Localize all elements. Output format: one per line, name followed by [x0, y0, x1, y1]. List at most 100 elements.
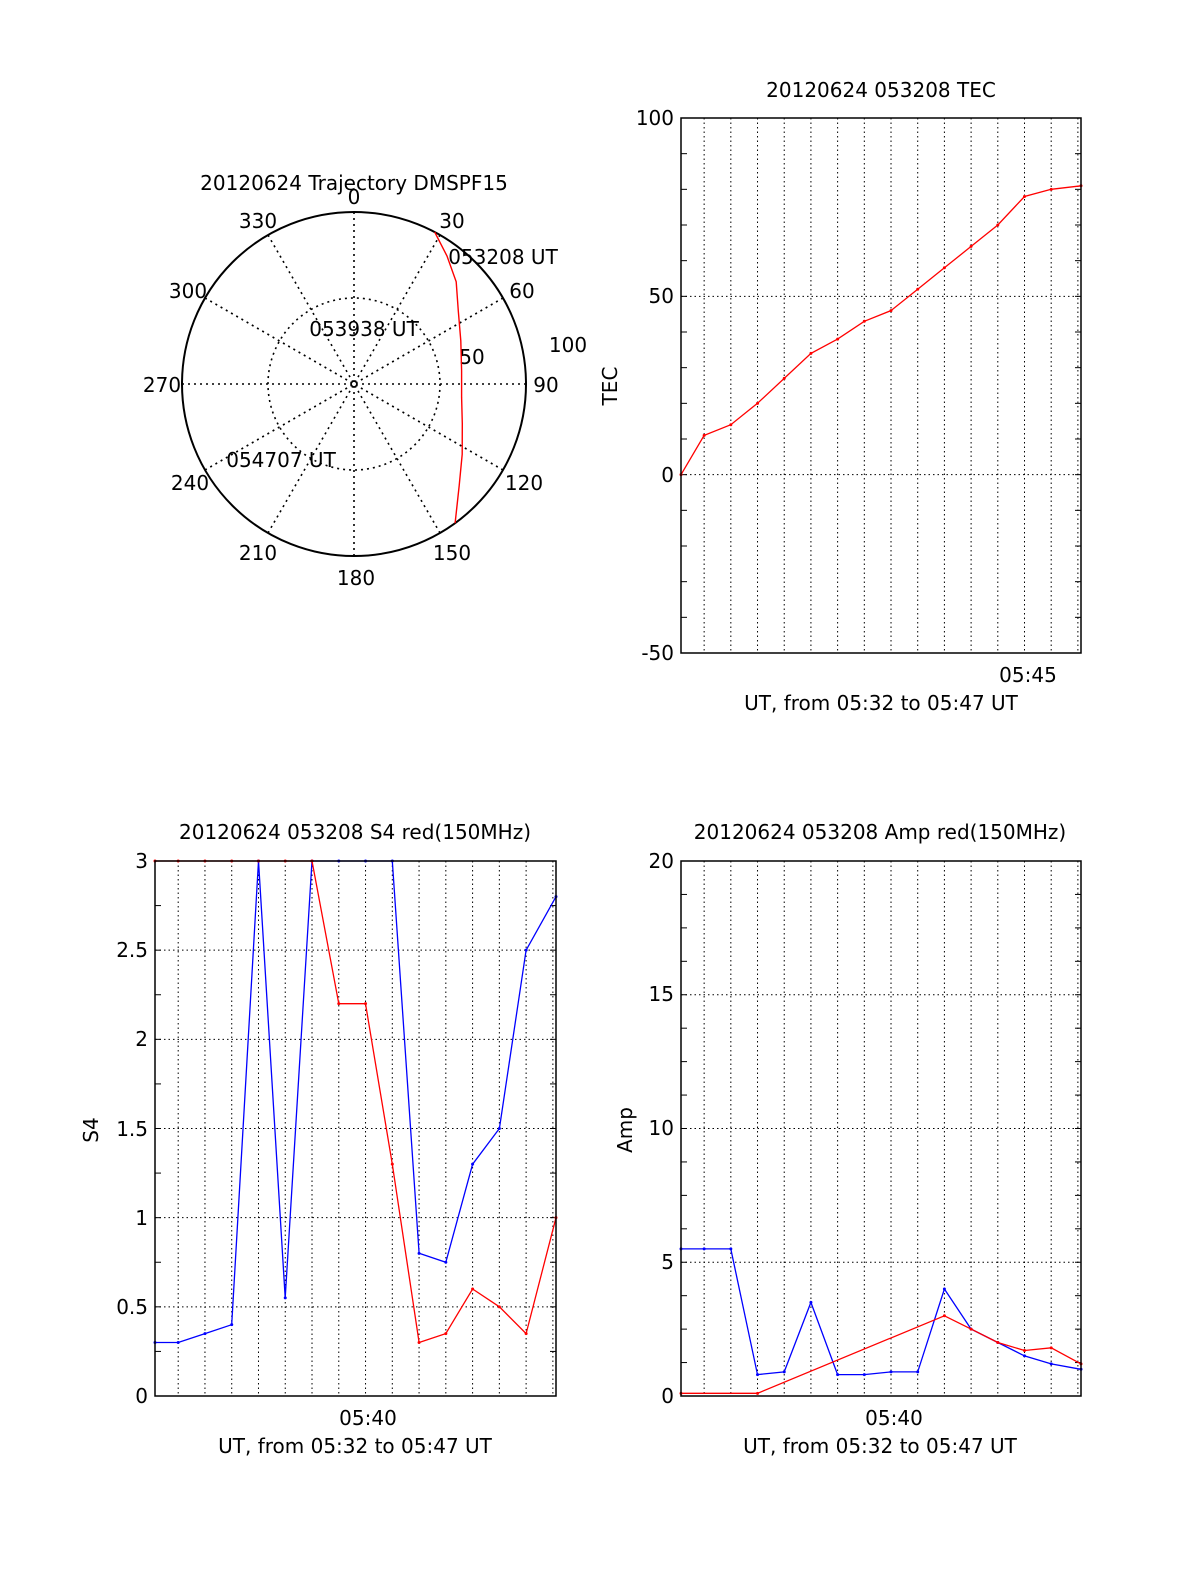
amp-ytick-0: 0 — [661, 1384, 674, 1408]
annotation-053208: 053208 UT — [448, 245, 558, 269]
amp-point-blue — [916, 1370, 920, 1374]
tec-point-red — [1022, 194, 1026, 198]
s4-point-blue — [203, 1332, 207, 1336]
angle-label-120: 120 — [505, 471, 543, 495]
s4-ylabel: S4 — [79, 1117, 103, 1142]
tec-point-red — [1049, 187, 1053, 191]
angle-label-0: 0 — [348, 185, 361, 209]
annotation-054707: 054707 UT — [226, 448, 336, 472]
s4-point-red — [390, 1162, 394, 1166]
s4-point-red — [524, 1332, 528, 1336]
amp-point-blue — [756, 1373, 760, 1377]
s4-title: 20120624 053208 S4 red(150MHz) — [179, 820, 531, 844]
s4-point-blue — [497, 1127, 501, 1130]
amp-title: 20120624 053208 Amp red(150MHz) — [694, 820, 1066, 844]
angle-label-300: 300 — [169, 279, 207, 303]
polar-grid — [182, 212, 526, 556]
amp-point-red — [996, 1341, 1000, 1344]
tec-point-red — [836, 337, 840, 341]
tec-point-red — [996, 223, 1000, 227]
tec-ytick-0: 0 — [661, 463, 674, 487]
s4-series-red — [155, 860, 557, 1344]
s4-point-blue — [524, 948, 528, 952]
angle-label-90: 90 — [533, 373, 558, 397]
polar-panel: 20120624 Trajectory DMSPF15 0 30 60 90 1… — [143, 171, 587, 590]
radial-label-50: 50 — [459, 345, 484, 369]
tec-ylabel: TEC — [598, 367, 622, 407]
s4-point-blue — [471, 1162, 475, 1166]
tec-point-red — [729, 423, 733, 427]
tec-title: 20120624 053208 TEC — [766, 78, 996, 102]
tec-point-red — [916, 287, 920, 291]
tec-point-red — [809, 351, 813, 355]
tec-point-red — [969, 244, 973, 248]
tec-ytick-50: 50 — [649, 284, 674, 308]
amp-point-red — [756, 1391, 760, 1395]
amp-ytick-20: 20 — [649, 849, 674, 873]
angle-label-270: 270 — [143, 373, 181, 397]
tec-grid — [681, 117, 1081, 654]
amp-ytick-10: 10 — [649, 1116, 674, 1140]
angle-label-240: 240 — [171, 471, 209, 495]
tec-xlabel: UT, from 05:32 to 05:47 UT — [744, 691, 1019, 715]
polar-series — [434, 231, 464, 524]
angle-label-150: 150 — [433, 541, 471, 565]
s4-point-blue — [176, 1341, 180, 1344]
tec-point-red — [702, 433, 706, 437]
amp-grid — [681, 860, 1081, 1397]
amp-ylabel: Amp — [613, 1107, 637, 1153]
s4-yticks: 3 2.5 2 1.5 1 0.5 0 — [116, 849, 148, 1408]
amp-point-red — [1022, 1349, 1026, 1353]
s4-series-blue — [155, 860, 557, 1344]
angle-label-180: 180 — [337, 566, 375, 590]
amp-ytick-15: 15 — [649, 982, 674, 1006]
tec-ytick-minus50: -50 — [641, 641, 674, 665]
annotation-053938: 053938 UT — [309, 317, 419, 341]
s4-series — [153, 859, 558, 1344]
amp-point-red — [969, 1327, 973, 1331]
s4-ytick-3: 3 — [135, 849, 148, 873]
tec-series — [679, 184, 1083, 477]
amp-point-blue — [1022, 1354, 1026, 1358]
amp-point-blue — [862, 1373, 866, 1377]
angle-label-210: 210 — [239, 541, 277, 565]
amp-point-blue — [1049, 1362, 1053, 1366]
s4-point-blue — [230, 1323, 234, 1327]
amp-series — [679, 1247, 1083, 1395]
amp-point-blue — [782, 1370, 786, 1374]
s4-point-red — [444, 1332, 448, 1336]
angle-label-60: 60 — [509, 279, 534, 303]
s4-xtick-0540: 05:40 — [339, 1406, 397, 1430]
s4-grid — [155, 860, 556, 1397]
s4-point-blue — [283, 1296, 287, 1300]
s4-point-red — [337, 1002, 341, 1006]
s4-point-red — [497, 1305, 501, 1309]
amp-axes-frame — [680, 860, 1082, 1397]
angle-label-30: 30 — [439, 209, 464, 233]
tec-series-red — [680, 185, 1082, 476]
s4-axes-frame — [154, 860, 557, 1397]
amp-xlabel: UT, from 05:32 to 05:47 UT — [743, 1434, 1018, 1458]
tec-panel: 20120624 053208 TEC 100 50 0 -50 05:45 U… — [598, 78, 1083, 715]
amp-series-blue — [681, 1248, 1082, 1376]
amp-ytick-5: 5 — [661, 1250, 674, 1274]
tec-point-red — [756, 401, 760, 405]
s4-point-blue — [444, 1260, 448, 1264]
s4-point-red — [417, 1341, 421, 1344]
amp-panel: 20120624 053208 Amp red(150MHz) 20 15 10… — [613, 820, 1083, 1458]
tec-point-red — [862, 319, 866, 323]
tec-xtick-0545: 05:45 — [999, 663, 1057, 687]
s4-point-red — [471, 1287, 475, 1291]
tec-point-red — [942, 266, 946, 270]
amp-point-red — [942, 1314, 946, 1318]
angle-label-330: 330 — [239, 209, 277, 233]
s4-ytick-2: 2 — [135, 1027, 148, 1051]
amp-series-red — [681, 1315, 1082, 1394]
polar-outer-circle — [181, 211, 527, 557]
s4-ytick-1.5: 1.5 — [116, 1117, 148, 1141]
amp-yticks: 20 15 10 5 0 — [649, 849, 674, 1408]
s4-panel: 20120624 053208 S4 red(150MHz) 3 2.5 2 1… — [79, 820, 558, 1458]
amp-point-blue — [702, 1247, 706, 1251]
amp-point-blue — [889, 1370, 893, 1374]
